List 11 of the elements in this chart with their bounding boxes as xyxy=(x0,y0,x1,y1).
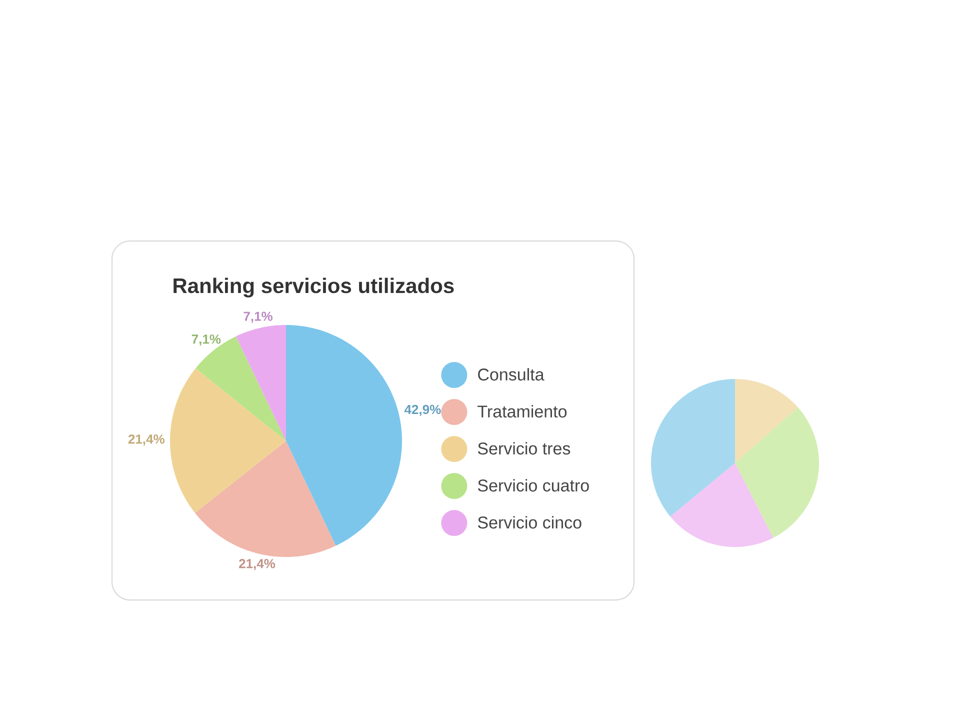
data-label: 7,1% xyxy=(244,312,272,323)
legend-label: Consulta xyxy=(478,368,544,381)
legend-label: Tratamiento xyxy=(478,405,567,418)
data-label: 21,4% xyxy=(128,434,164,446)
legend-label: Servicio cinco xyxy=(478,516,582,529)
legend-label: Servicio tres xyxy=(478,442,570,455)
data-label: 21,4% xyxy=(239,559,276,570)
data-label: 42,9% xyxy=(404,404,441,416)
data-label: 7,1% xyxy=(192,334,221,346)
chart-title: Ranking servicios utilizados xyxy=(174,278,454,298)
legend-label: Servicio cuatro xyxy=(478,479,589,492)
